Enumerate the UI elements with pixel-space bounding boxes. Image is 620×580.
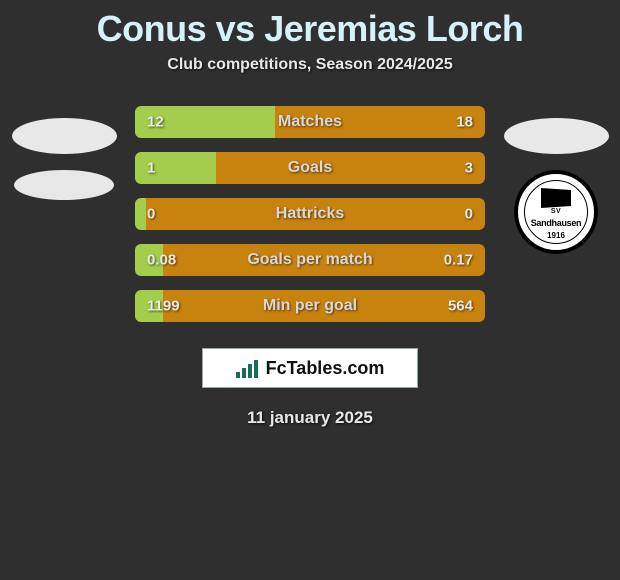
badge-year: 1916 [547, 231, 565, 240]
footer-brand: FcTables.com [202, 348, 418, 388]
stat-right-value: 0.17 [444, 252, 473, 269]
right-logo-1 [504, 118, 609, 154]
page-title: Conus vs Jeremias Lorch [0, 0, 620, 50]
stat-left-value: 1 [147, 160, 155, 177]
footer-date: 11 january 2025 [0, 408, 620, 428]
sandhausen-badge: SV Sandhausen 1916 [514, 170, 598, 254]
stat-right-value: 3 [465, 160, 473, 177]
footer-brand-text: FcTables.com [266, 358, 385, 379]
left-logo-1 [12, 118, 117, 154]
stat-left-value: 0.08 [147, 252, 176, 269]
stat-right-value: 18 [456, 114, 473, 131]
left-logo-2 [14, 170, 114, 200]
badge-name: Sandhausen [531, 218, 582, 228]
stat-label: Matches [278, 113, 342, 131]
stat-label: Hattricks [276, 205, 344, 223]
stat-row-hattricks: 0 Hattricks 0 [135, 198, 485, 230]
stat-row-goals-per-match: 0.08 Goals per match 0.17 [135, 244, 485, 276]
right-logos: SV Sandhausen 1916 [500, 118, 612, 254]
chart-icon [236, 358, 260, 378]
stat-label: Goals [288, 159, 332, 177]
stat-left-value: 12 [147, 114, 164, 131]
stat-label: Min per goal [263, 297, 357, 315]
subtitle: Club competitions, Season 2024/2025 [0, 56, 620, 74]
stat-bars: 12 Matches 18 1 Goals 3 0 Hattricks 0 0.… [135, 106, 485, 322]
stat-row-matches: 12 Matches 18 [135, 106, 485, 138]
stat-right-value: 0 [465, 206, 473, 223]
badge-sv: SV [551, 208, 561, 215]
left-logos [8, 118, 120, 200]
stat-left-value: 0 [147, 206, 155, 223]
stat-row-goals: 1 Goals 3 [135, 152, 485, 184]
stat-row-min-per-goal: 1199 Min per goal 564 [135, 290, 485, 322]
stat-left-value: 1199 [147, 298, 180, 315]
stat-right-value: 564 [448, 298, 473, 315]
stat-label: Goals per match [247, 251, 372, 269]
